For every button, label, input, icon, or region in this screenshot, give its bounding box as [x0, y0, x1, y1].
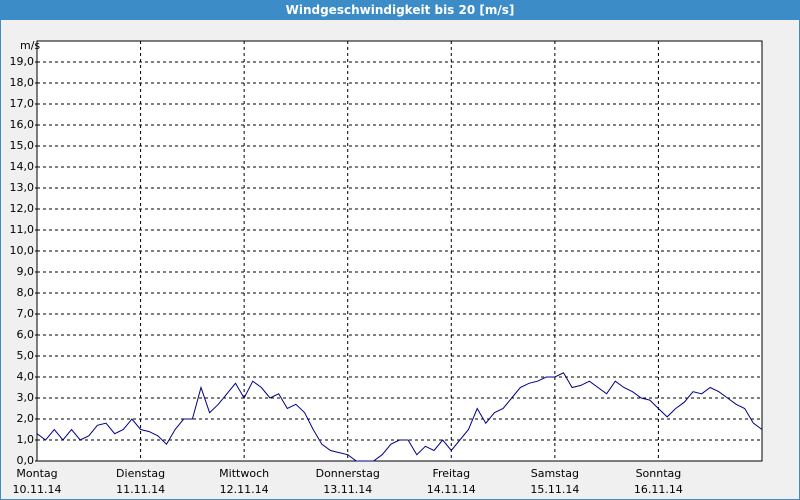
y-tick-label: 19,0 — [10, 55, 35, 68]
y-tick-label: 15,0 — [10, 139, 35, 152]
y-tick-label: 7,0 — [17, 307, 35, 320]
x-tick-date: 16.11.14 — [634, 483, 683, 496]
x-tick-label: Dienstag — [116, 467, 165, 480]
y-tick-label: 17,0 — [10, 97, 35, 110]
x-tick-label: Sonntag — [636, 467, 682, 480]
y-tick-label: 5,0 — [17, 349, 35, 362]
chart-title: Windgeschwindigkeit bis 20 [m/s] — [286, 3, 515, 17]
y-tick-label: 9,0 — [17, 265, 35, 278]
y-tick-label: 12,0 — [10, 202, 35, 215]
x-tick-label: Freitag — [432, 467, 470, 480]
y-tick-label: 14,0 — [10, 160, 35, 173]
x-tick-date: 15.11.14 — [530, 483, 579, 496]
y-tick-label: 18,0 — [10, 76, 35, 89]
y-tick-label: 1,0 — [17, 433, 35, 446]
y-tick-label: 0,0 — [17, 454, 35, 467]
x-tick-date: 14.11.14 — [427, 483, 476, 496]
y-tick-label: 4,0 — [17, 370, 35, 383]
x-tick-label: Donnerstag — [316, 467, 380, 480]
title-bar — [0, 0, 800, 20]
y-tick-label: 2,0 — [17, 412, 35, 425]
y-tick-label: 16,0 — [10, 118, 35, 131]
x-tick-date: 10.11.14 — [13, 483, 62, 496]
y-tick-label: 11,0 — [10, 223, 35, 236]
x-tick-label: Mittwoch — [219, 467, 269, 480]
x-tick-date: 13.11.14 — [323, 483, 372, 496]
y-tick-label: 6,0 — [17, 328, 35, 341]
y-tick-label: 8,0 — [17, 286, 35, 299]
y-tick-label: 13,0 — [10, 181, 35, 194]
y-tick-label: 3,0 — [17, 391, 35, 404]
y-axis-label: m/s — [20, 39, 40, 52]
y-tick-label: 10,0 — [10, 244, 35, 257]
x-tick-date: 11.11.14 — [116, 483, 165, 496]
x-tick-label: Samstag — [531, 467, 579, 480]
data-line — [36, 372, 763, 462]
x-tick-label: Montag — [16, 467, 57, 480]
x-tick-date: 12.11.14 — [220, 483, 269, 496]
